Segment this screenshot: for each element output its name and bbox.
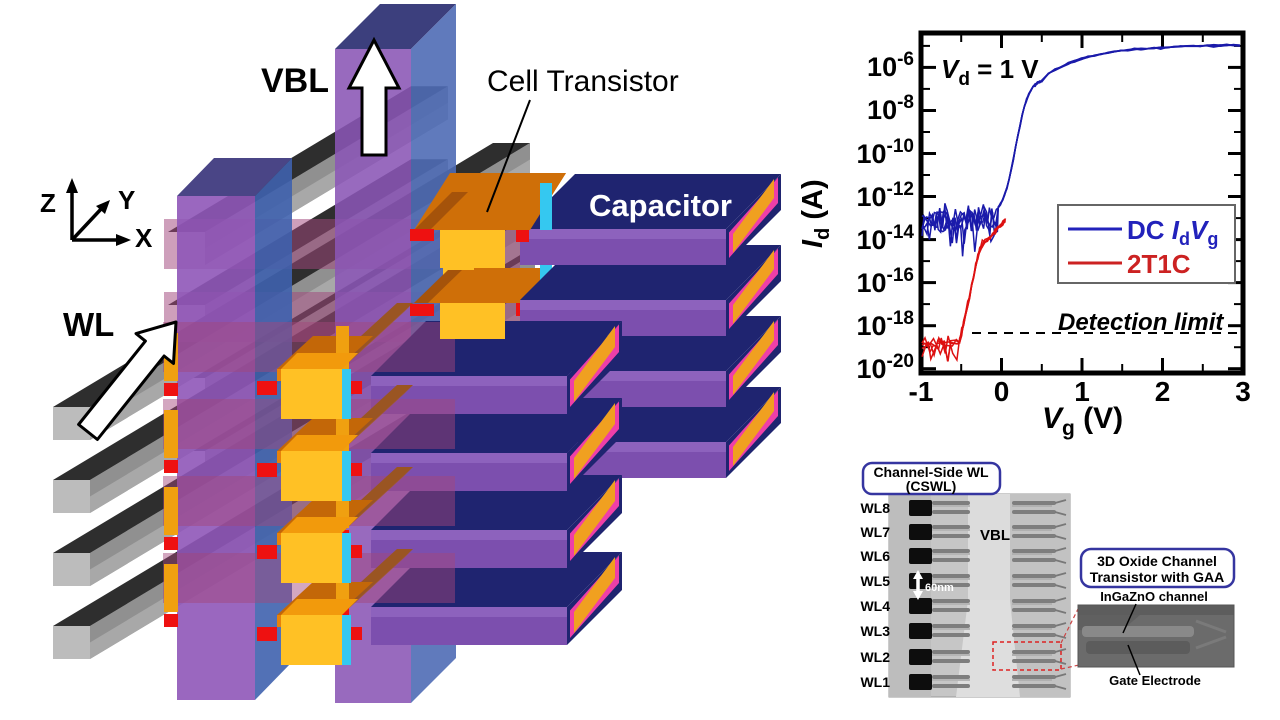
svg-text:Y: Y: [118, 185, 135, 215]
svg-text:WL1: WL1: [860, 674, 890, 690]
svg-text:-1: -1: [909, 376, 934, 407]
svg-text:10-10: 10-10: [856, 136, 914, 169]
svg-text:VBL: VBL: [980, 527, 1010, 544]
svg-text:2: 2: [1155, 376, 1171, 407]
svg-text:10-18: 10-18: [856, 308, 914, 341]
svg-text:1: 1: [1074, 376, 1090, 407]
svg-text:X: X: [135, 223, 153, 253]
svg-text:Z: Z: [40, 188, 56, 218]
svg-text:Gate Electrode: Gate Electrode: [1109, 673, 1201, 688]
svg-text:Cell Transistor: Cell Transistor: [487, 65, 679, 98]
svg-text:Id (A): Id (A): [797, 179, 834, 248]
svg-text:Detection limit: Detection limit: [1058, 309, 1224, 336]
svg-text:WL: WL: [63, 306, 114, 343]
svg-text:Vg (V): Vg (V): [1042, 402, 1123, 440]
svg-text:WL5: WL5: [860, 573, 890, 589]
svg-text:Capacitor: Capacitor: [589, 188, 732, 223]
svg-text:0: 0: [994, 376, 1010, 407]
svg-text:WL8: WL8: [860, 500, 890, 516]
svg-text:WL2: WL2: [860, 649, 890, 665]
svg-text:60nm: 60nm: [925, 582, 954, 594]
svg-text:WL7: WL7: [860, 524, 890, 540]
svg-text:Channel-Side WL: Channel-Side WL: [873, 464, 989, 480]
svg-text:VBL: VBL: [261, 62, 329, 100]
svg-text:3: 3: [1235, 376, 1251, 407]
svg-text:DC IdVg: DC IdVg: [1127, 215, 1218, 249]
svg-text:WL3: WL3: [860, 623, 890, 639]
svg-text:InGaZnO channel: InGaZnO channel: [1100, 589, 1208, 604]
svg-text:3D Oxide Channel: 3D Oxide Channel: [1097, 553, 1217, 569]
svg-text:WL6: WL6: [860, 548, 890, 564]
svg-text:WL4: WL4: [860, 598, 890, 614]
svg-text:(CSWL): (CSWL): [906, 478, 957, 494]
svg-text:2T1C: 2T1C: [1127, 249, 1191, 279]
svg-text:Transistor with GAA: Transistor with GAA: [1090, 569, 1225, 585]
svg-text:Vd = 1 V: Vd = 1 V: [941, 54, 1039, 90]
